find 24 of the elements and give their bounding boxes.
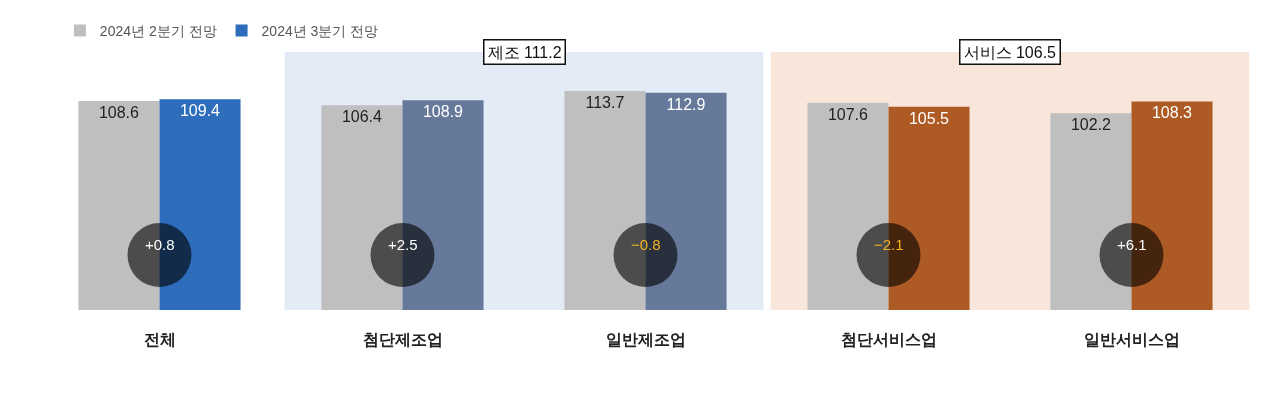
legend-label: 2024년 2분기 전망	[99, 22, 217, 39]
x-tick-label: 일반제조업	[605, 331, 686, 348]
annotation: −2.1	[874, 236, 904, 253]
x-tick-label: 전체	[143, 331, 176, 348]
data-label: 102.2	[1070, 116, 1112, 134]
x-tick-label: 첨단서비스업	[840, 331, 937, 348]
data-label: 113.7	[585, 94, 625, 112]
data-label: 108.6	[98, 103, 140, 121]
data-label: 106.4	[341, 108, 383, 126]
legend-label: 2024년 3분기 전망	[261, 22, 379, 39]
annotation: +0.8	[145, 236, 175, 253]
annotation: +6.1	[1117, 236, 1147, 253]
data-label: 108.9	[422, 103, 464, 121]
x-tick-label: 첨단제조업	[362, 331, 443, 348]
band-label: 제조 111.2	[487, 43, 562, 61]
data-label: 112.9	[666, 95, 706, 113]
data-label: 105.5	[908, 109, 950, 127]
annotation: −0.8	[631, 236, 661, 253]
annotation: +2.5	[388, 236, 418, 253]
x-tick-label: 일반서비스업	[1083, 331, 1180, 348]
band-label: 서비스 106.5	[963, 43, 1057, 61]
data-label: 107.6	[827, 105, 869, 123]
data-label: 109.4	[179, 102, 221, 120]
data-label: 108.3	[1151, 104, 1193, 122]
